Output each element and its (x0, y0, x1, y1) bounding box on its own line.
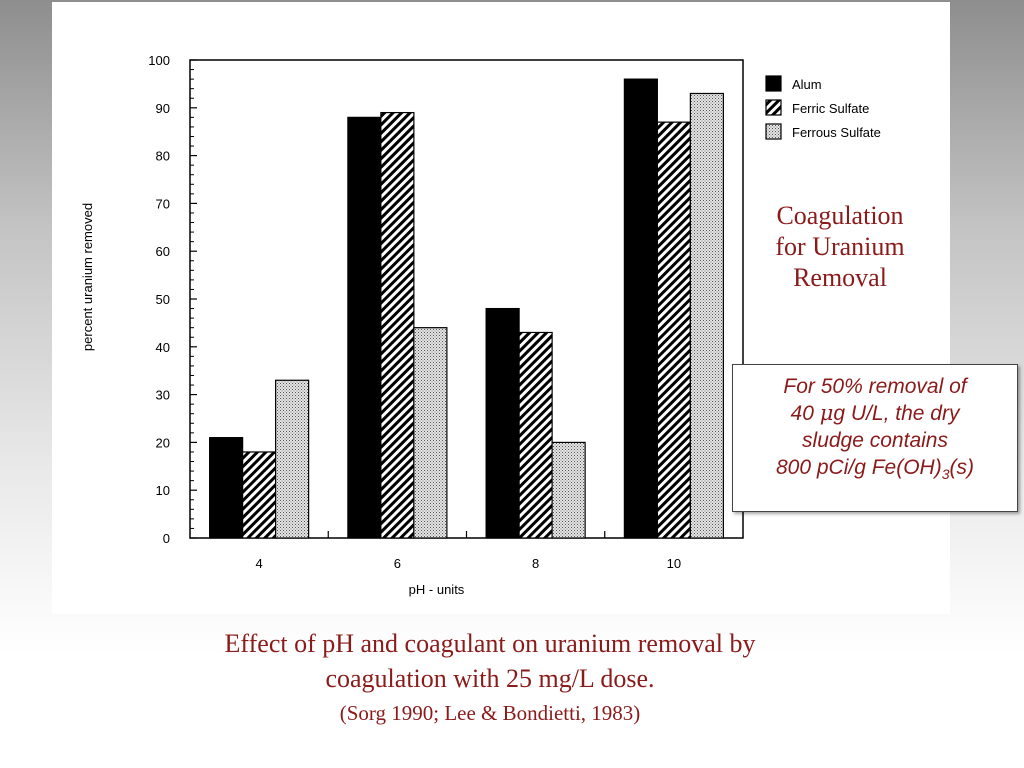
x-axis: 4 6 8 10 (256, 531, 681, 571)
x-tick-label: 8 (532, 556, 539, 571)
bar-ferric-sulfate-ph-8 (518, 331, 553, 539)
bar-ferric-sulfate-ph-6 (380, 111, 415, 539)
caption-line-2: coagulation with 25 mg/L dose. (325, 664, 655, 693)
y-tick-label: 80 (156, 149, 170, 164)
y-tick-label: 40 (156, 340, 170, 355)
side-title-line-2: for Uranium (775, 232, 905, 261)
note-line-4: 800 pCi/g Fe(OH)3(s) (733, 454, 1017, 488)
bars (209, 78, 724, 539)
note-line-4-sub: 3 (941, 466, 950, 483)
caption-line-1: Effect of pH and coagulant on uranium re… (224, 629, 756, 658)
chart-panel: 0 10 20 30 40 50 60 70 80 90 100 4 6 8 10 percent ura… (52, 2, 950, 614)
bar-ferric-sulfate-ph-4 (242, 451, 277, 539)
x-tick-label: 6 (394, 556, 401, 571)
side-title-line-1: Coagulation (776, 201, 904, 230)
bar-ferrous-sulfate-ph-10 (689, 92, 724, 539)
note-box: For 50% removal of 40 μg U/L, the dry sl… (732, 364, 1018, 512)
caption: Effect of pH and coagulant on uranium re… (90, 626, 890, 728)
y-tick-label: 30 (156, 388, 170, 403)
y-tick-label: 60 (156, 244, 170, 259)
y-tick-label: 10 (156, 483, 170, 498)
legend-label-ferrous-sulfate: Ferrous Sulfate (792, 125, 881, 140)
mu-symbol: μ (819, 401, 834, 425)
legend-label-alum: Alum (792, 77, 822, 92)
x-axis-label: pH - units (409, 582, 465, 597)
y-tick-label: 0 (163, 531, 170, 546)
side-title-line-3: Removal (793, 263, 887, 292)
caption-citation: (Sorg 1990; Lee & Bondietti, 1983) (339, 701, 641, 725)
x-tick-label: 4 (256, 556, 263, 571)
legend-swatch-alum (765, 75, 782, 92)
note-line-2-post: g U/L, the dry (833, 402, 960, 425)
note-line-4-post: (s) (949, 456, 975, 479)
legend-swatch-ferric-sulfate (765, 99, 782, 116)
note-line-3: sludge contains (802, 429, 948, 452)
bar-ferrous-sulfate-ph-8 (551, 441, 586, 539)
y-tick-label: 100 (148, 53, 170, 68)
note-line-1: For 50% removal of (783, 375, 967, 398)
legend-label-ferric-sulfate: Ferric Sulfate (792, 101, 869, 116)
note-line-2: 40 μg U/L, the dry (733, 400, 1017, 427)
bar-ferrous-sulfate-ph-6 (413, 327, 448, 539)
note-line-2-pre: 40 (790, 402, 820, 425)
bar-alum-ph-10 (623, 78, 658, 539)
legend-swatch-ferrous-sulfate (765, 123, 782, 140)
bar-alum-ph-8 (485, 307, 520, 539)
y-tick-label: 20 (156, 435, 170, 450)
x-tick-label: 10 (667, 556, 681, 571)
bar-ferric-sulfate-ph-10 (656, 121, 691, 539)
y-axis-label: percent uranium removed (80, 203, 95, 351)
y-tick-label: 90 (156, 101, 170, 116)
bar-alum-ph-4 (209, 437, 244, 539)
bar-alum-ph-6 (347, 116, 382, 539)
legend: Alum Ferric Sulfate Ferrous Sulfate (765, 75, 881, 140)
y-tick-label: 50 (156, 292, 170, 307)
note-line-4-pre: 800 pCi/g Fe(OH) (775, 456, 942, 479)
side-title: Coagulation for Uranium Removal (740, 200, 940, 293)
bar-ferrous-sulfate-ph-4 (275, 379, 310, 539)
y-tick-label: 70 (156, 196, 170, 211)
bar-chart: 0 10 20 30 40 50 60 70 80 90 100 4 6 8 10 percent ura… (80, 53, 881, 597)
y-axis: 0 10 20 30 40 50 60 70 80 90 100 (148, 53, 197, 546)
